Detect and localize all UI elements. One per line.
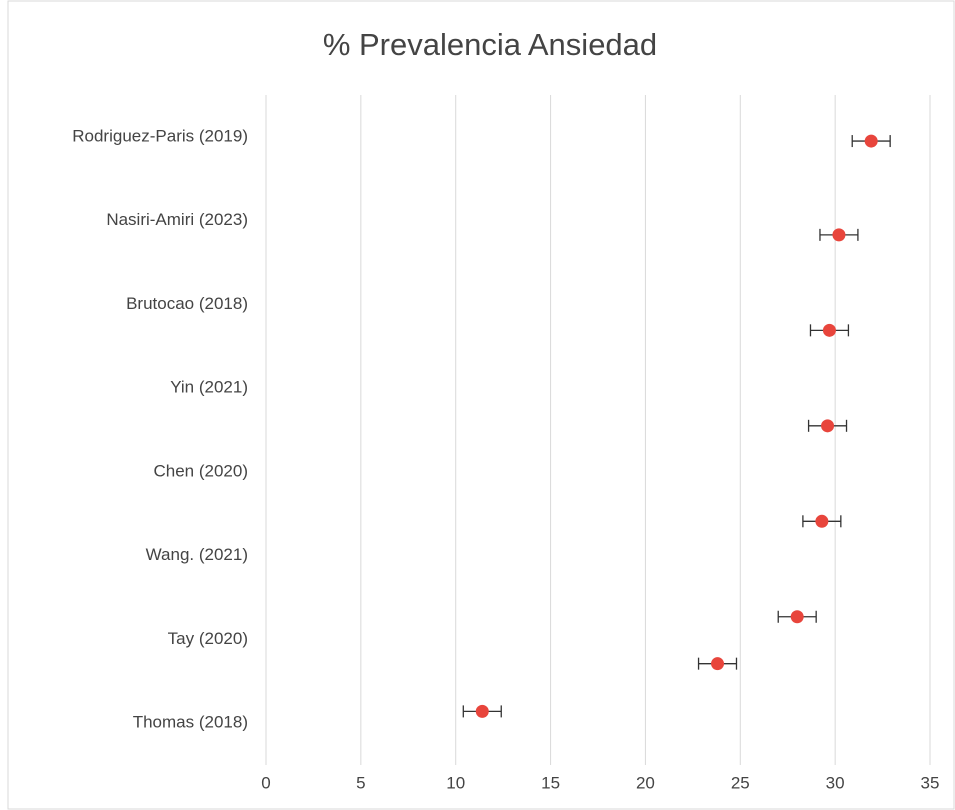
y-tick-label: Tay (2020): [168, 629, 248, 648]
point: [475, 704, 489, 718]
point: [832, 228, 846, 242]
y-tick-label: Brutocao (2018): [126, 294, 248, 313]
x-tick-label: 15: [541, 773, 560, 792]
x-tick-label: 35: [921, 773, 940, 792]
x-tick-label: 0: [261, 773, 270, 792]
point: [821, 419, 835, 433]
y-tick-label: Chen (2020): [153, 461, 248, 480]
y-tick-label: Wang. (2021): [146, 545, 248, 564]
point: [822, 323, 836, 337]
y-tick-label: Rodriguez-Paris (2019): [72, 126, 248, 145]
point: [864, 134, 878, 148]
point: [790, 610, 804, 624]
x-tick-label: 20: [636, 773, 655, 792]
point: [711, 657, 725, 671]
y-tick-label: Yin (2021): [170, 378, 248, 397]
x-tick-label: 30: [826, 773, 845, 792]
point: [815, 514, 829, 528]
y-tick-label: Nasiri-Amiri (2023): [106, 210, 248, 229]
x-tick-label: 25: [731, 773, 750, 792]
chart-border: [7, 0, 955, 810]
chart-title: % Prevalencia Ansiedad: [323, 27, 657, 62]
x-tick-label: 10: [446, 773, 465, 792]
x-tick-label: 5: [356, 773, 365, 792]
y-tick-label: Thomas (2018): [133, 713, 248, 732]
